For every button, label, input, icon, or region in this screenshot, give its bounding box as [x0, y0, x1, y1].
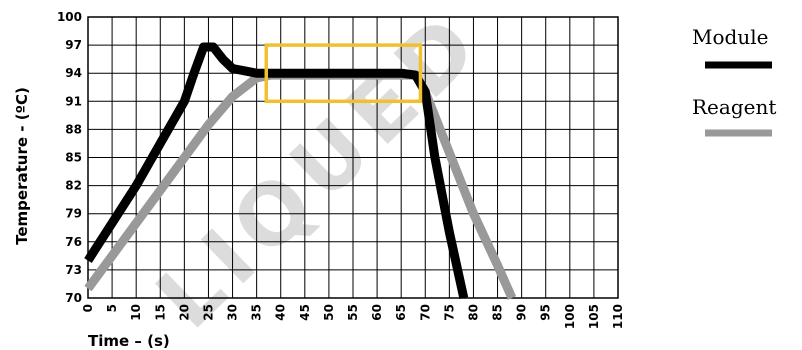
legend-label-reagent: Reagent [692, 95, 776, 119]
y-tick-label: 70 [65, 291, 82, 305]
y-tick-labels: 70 73 76 79 82 85 88 91 94 97 100 [57, 10, 82, 305]
x-tick-label: 55 [346, 304, 360, 321]
y-tick-label: 97 [65, 38, 82, 52]
y-tick-label: 79 [65, 207, 82, 221]
x-tick-label: 5 [105, 304, 119, 312]
series-layer [84, 42, 517, 300]
y-tick-label: 94 [65, 66, 82, 80]
x-tick-labels: 0 5 10 15 20 25 30 35 40 45 50 55 60 65 70 75 80 85 90 95 10… [81, 304, 625, 329]
y-tick-label: 73 [65, 263, 82, 277]
x-tick-label: 90 [515, 304, 529, 321]
y-tick-label: 88 [65, 122, 82, 136]
highlight-box-layer [264, 43, 423, 104]
plot-frame [87, 16, 619, 299]
legend-label-module: Module [692, 25, 768, 49]
x-tick-label: 60 [370, 304, 384, 321]
x-tick-label: 30 [226, 304, 240, 321]
x-axis-title: Time – (s) [88, 332, 170, 350]
x-tick-label: 105 [587, 304, 601, 329]
legend: Module Reagent [692, 25, 776, 137]
x-tick-label: 10 [129, 304, 143, 321]
x-tick-label: 45 [298, 304, 312, 321]
x-tick-label: 35 [250, 304, 264, 321]
x-tick-label: 100 [563, 304, 577, 329]
y-tick-label: 91 [65, 94, 82, 108]
x-tick-label: 40 [274, 304, 288, 321]
highlight-box [264, 43, 423, 104]
x-tick-label: 85 [491, 304, 505, 321]
x-tick-label: 20 [177, 304, 191, 321]
x-tick-label: 110 [611, 304, 625, 329]
y-tick-label: 85 [65, 151, 82, 165]
x-tick-label: 70 [418, 304, 432, 321]
x-tick-label: 80 [466, 304, 480, 321]
x-tick-label: 0 [81, 304, 95, 312]
x-tick-label: 95 [539, 304, 553, 321]
x-tick-label: 25 [201, 304, 215, 321]
x-tick-label: 50 [322, 304, 336, 321]
x-tick-label: 15 [153, 304, 167, 321]
watermark: LIQUED [138, 0, 502, 347]
series-line-module [84, 42, 469, 299]
x-tick-label: 65 [394, 304, 408, 321]
y-tick-label: 100 [57, 10, 82, 24]
y-axis-title: Temperature - (ºC) [13, 87, 31, 245]
y-tick-label: 76 [65, 235, 82, 249]
y-tick-label: 82 [65, 179, 82, 193]
x-tick-label: 75 [442, 304, 456, 321]
